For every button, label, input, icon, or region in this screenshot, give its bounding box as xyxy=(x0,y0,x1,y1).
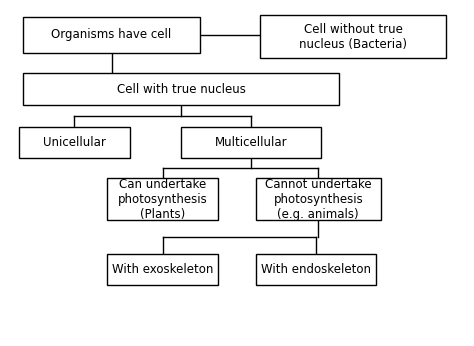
FancyBboxPatch shape xyxy=(23,73,339,105)
Text: Cell with true nucleus: Cell with true nucleus xyxy=(117,83,246,95)
FancyBboxPatch shape xyxy=(255,178,381,220)
Text: Cannot undertake
photosynthesis
(e.g. animals): Cannot undertake photosynthesis (e.g. an… xyxy=(265,178,372,221)
Text: With exoskeleton: With exoskeleton xyxy=(112,263,213,276)
FancyBboxPatch shape xyxy=(18,127,130,158)
FancyBboxPatch shape xyxy=(23,17,200,53)
Text: With endoskeleton: With endoskeleton xyxy=(261,263,371,276)
FancyBboxPatch shape xyxy=(181,127,320,158)
Text: Cell without true
nucleus (Bacteria): Cell without true nucleus (Bacteria) xyxy=(299,22,407,51)
FancyBboxPatch shape xyxy=(255,254,376,285)
Text: Unicellular: Unicellular xyxy=(43,136,106,149)
FancyBboxPatch shape xyxy=(260,15,446,58)
Text: Multicellular: Multicellular xyxy=(215,136,287,149)
FancyBboxPatch shape xyxy=(107,254,219,285)
Text: Organisms have cell: Organisms have cell xyxy=(52,28,172,41)
Text: Can undertake
photosynthesis
(Plants): Can undertake photosynthesis (Plants) xyxy=(118,178,208,221)
FancyBboxPatch shape xyxy=(107,178,219,220)
